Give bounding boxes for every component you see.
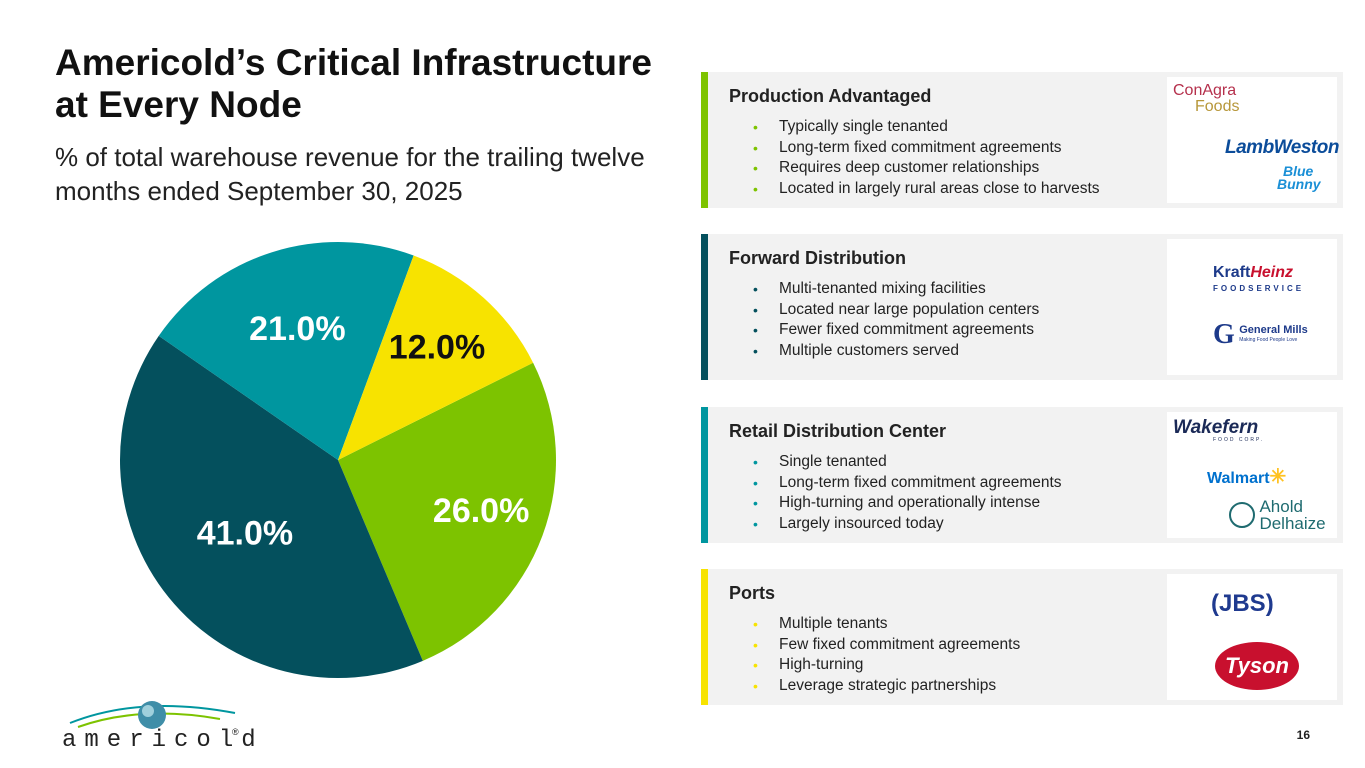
tyson-logo: Tyson [1215,642,1299,690]
pie-data-label: 21.0% [249,310,345,348]
bullet-text: Few fixed commitment agreements [779,635,1021,653]
bullet-item: • Single tenanted [753,452,1062,473]
panel-accent-bar [701,407,708,543]
bullet-dot: • [753,636,758,653]
panel-title: Retail Distribution Center [729,421,947,441]
customer-logos: KraftHeinz FOODSERVICE G General Mills M… [1167,239,1337,375]
bullet-dot: • [753,322,758,338]
general-mills-g-icon: G [1213,319,1235,350]
bullet-item: • Requires deep customer relationships [753,158,1100,179]
panel-bullets: • Typically single tenanted • Long-term fi… [753,117,1100,199]
panel-accent-bar [701,234,708,380]
bullet-dot: • [753,454,758,470]
bullet-dot: • [753,281,758,297]
panel-retail-distribution-center: Retail Distribution Center • Single tenan… [701,407,1343,543]
bullet-dot: • [753,119,758,135]
bullet-dot: • [753,474,758,491]
panel-title: Production Advantaged [729,86,932,106]
bullet-item: • Multiple tenants [753,614,1020,635]
registered-mark: ® [232,727,239,737]
pie-slice [158,242,414,460]
bullet-dot: • [753,180,758,197]
bullet-text: Typically single tenanted [779,118,948,135]
panel-bullets: • Single tenanted • Long-term fixed commit… [753,452,1062,534]
bullet-item: • Largely insourced today [753,514,1062,535]
panel-accent-bar [701,569,708,705]
pie-slice [338,255,534,460]
walmart-logo: Walmart✳ [1207,466,1287,488]
page-number: 16 [1296,728,1310,742]
conagra-logo: ConAgra Foods [1173,82,1240,115]
panel-ports: Ports • Multiple tenants • Few fixed commi… [701,569,1343,705]
ahold-delhaize-logo: Ahold Delhaize [1229,498,1326,532]
bullet-text: Fewer fixed commitment agreements [779,321,1034,338]
bullet-item: • Long-term fixed commitment agreements [753,138,1100,159]
bullet-text: High-turning [779,656,864,673]
bullet-item: • Leverage strategic partnerships [753,676,1020,697]
lambweston-logo: LambWeston [1225,137,1339,158]
customer-logos: (JBS) Tyson [1167,574,1337,700]
customer-logos: Wakefern FOOD CORP. Walmart✳ Ahold Delha… [1167,412,1337,538]
bullet-item: • Fewer fixed commitment agreements [753,320,1039,341]
panel-bullets: • Multiple tenants • Few fixed commitment … [753,614,1020,696]
bullet-text: Multi-tenanted mixing facilities [779,280,986,297]
panel-title: Forward Distribution [729,248,906,268]
bullet-item: • Few fixed commitment agreements [753,635,1020,656]
jbs-logo: (JBS) [1211,590,1274,617]
bullet-text: Located near large population centers [779,300,1040,318]
bullet-text: Long-term fixed commitment agreements [779,473,1062,491]
pie-data-label: 26.0% [433,492,529,530]
revenue-pie-chart: 26.0% 41.0% 21.0% 12.0% [120,242,556,678]
panel-forward-distribution: Forward Distribution • Multi-tenanted mix… [701,234,1343,380]
pie-slice [338,362,556,661]
bullet-item: • Multi-tenanted mixing facilities [753,279,1039,300]
bullet-item: • Located in largely rural areas close to… [753,179,1100,200]
bullet-text: Long-term fixed commitment agreements [779,138,1062,156]
customer-logos: ConAgra Foods LambWeston Blue Bunny [1167,77,1339,203]
globe-icon [69,701,236,729]
bullet-dot: • [753,342,758,359]
bullet-text: Located in largely rural areas close to … [779,179,1100,197]
bullet-dot: • [753,657,758,673]
panel-title: Ports [729,583,776,603]
slide-subtitle: % of total warehouse revenue for the tra… [55,142,645,206]
walmart-spark-icon: ✳ [1269,466,1287,488]
bullet-dot: • [753,515,758,532]
americold-logo: americold ® [60,695,256,755]
pie-data-label: 41.0% [197,515,293,553]
ahold-delhaize-icon [1229,502,1255,528]
panel-bullets: • Multi-tenanted mixing facilities • Locat… [753,279,1039,361]
pie-data-label: 12.0% [389,329,485,367]
bullet-item: • High-turning and operationally intense [753,493,1062,514]
bullet-text: Requires deep customer relationships [779,159,1040,176]
bullet-dot: • [753,160,758,176]
bullet-dot: • [753,677,758,694]
bullet-dot: • [753,139,758,156]
pie-slice [120,335,423,678]
bullet-text: Single tenanted [779,453,887,470]
bullet-item: • High-turning [753,655,1020,676]
wakefern-logo: Wakefern FOOD CORP. [1173,417,1265,443]
bullet-item: • Long-term fixed commitment agreements [753,473,1062,494]
bullet-item: • Multiple customers served [753,341,1039,362]
panel-production-advantaged: Production Advantaged • Typically single … [701,72,1343,208]
bullet-dot: • [753,301,758,318]
bullet-dot: • [753,616,758,632]
bullet-text: Multiple customers served [779,341,960,359]
kraft-heinz-logo: KraftHeinz FOODSERVICE [1213,264,1305,294]
slide-title: Americold’s Critical Infrastructure at E… [55,42,652,125]
bullet-item: • Located near large population centers [753,300,1039,321]
general-mills-logo: G General Mills Making Food People Love [1213,319,1308,350]
blue-bunny-logo: Blue Bunny [1277,163,1321,192]
panel-accent-bar [701,72,708,208]
bullet-text: Multiple tenants [779,615,888,632]
bullet-text: High-turning and operationally intense [779,494,1041,511]
bullet-dot: • [753,495,758,511]
bullet-text: Largely insourced today [779,514,944,532]
bullet-text: Leverage strategic partnerships [779,676,997,694]
brand-wordmark: americold [62,727,264,754]
bullet-item: • Typically single tenanted [753,117,1100,138]
